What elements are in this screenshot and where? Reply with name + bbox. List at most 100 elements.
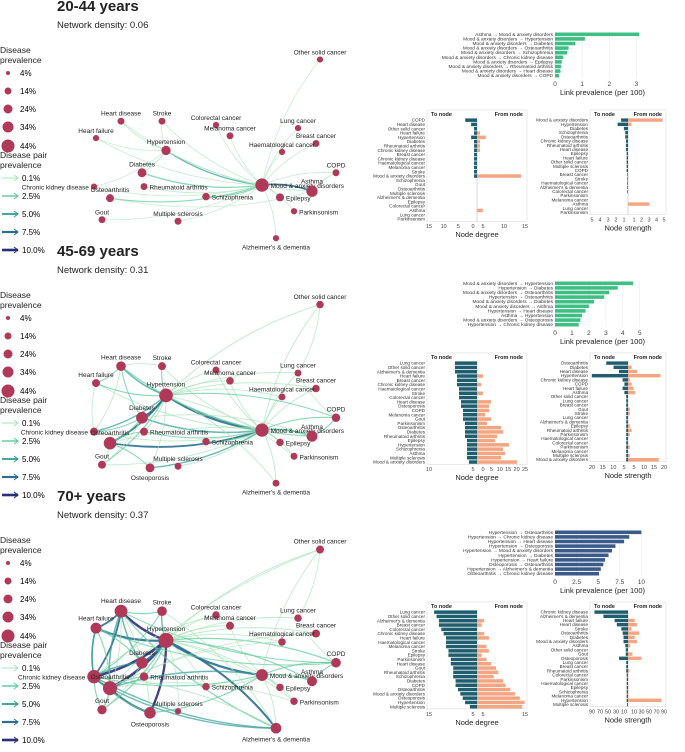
network-node [278, 638, 286, 646]
to-node-bar [455, 361, 477, 365]
network-node [99, 216, 106, 223]
to-node-bar [627, 686, 628, 689]
tick-label: 1 [570, 330, 574, 337]
legend-label: 0.1% [22, 664, 40, 673]
network-node [333, 169, 340, 176]
to-node-bar [626, 416, 628, 419]
link-bar [555, 33, 639, 37]
network-node-label: Osteoarthritis [91, 430, 130, 437]
to-node-bar [626, 399, 628, 402]
legend-circle [6, 71, 10, 75]
to-node-bar [455, 366, 477, 370]
to-node-bar [453, 666, 477, 670]
to-node-header: To node [431, 355, 452, 361]
to-node-bar [627, 682, 628, 685]
axis-label: Link prevalence (per 100) [560, 337, 646, 346]
from-node-bar [477, 619, 484, 623]
to-node-bar [627, 690, 628, 693]
to-node-bar [592, 374, 628, 377]
legend-label: 24% [20, 105, 36, 114]
to-node-bar [465, 426, 477, 430]
tick-label: 0 [553, 579, 557, 586]
legend-label: 7.5% [22, 718, 40, 727]
network-node-label: Chronic kidney disease [18, 675, 86, 682]
network-node [202, 438, 210, 446]
to-node-header: To node [431, 604, 452, 610]
network-node-label: Osteoporosis [131, 475, 170, 482]
link-bar [555, 65, 561, 69]
legend-label: 34% [20, 613, 36, 622]
to-node-bar [626, 648, 628, 651]
network-node [136, 412, 148, 424]
from-node-bar [628, 644, 630, 647]
to-node-bar [627, 156, 628, 159]
to-node-bar [614, 366, 628, 369]
to-node-bar [626, 139, 628, 142]
to-node-bar [615, 619, 628, 622]
from-node-bar [477, 658, 487, 662]
network-node-label: Breast cancer [296, 622, 337, 629]
to-node-bar [439, 623, 477, 627]
from-node-header: From node [634, 112, 662, 118]
network-node [93, 135, 99, 141]
network-node-label: Lung cancer [280, 607, 317, 614]
link-bar [555, 286, 618, 290]
legend-label: 14% [20, 332, 36, 341]
to-node-bar [459, 396, 477, 400]
network-density: Network density: 0.06 [57, 20, 148, 31]
tick-label: 15 [426, 224, 432, 230]
to-node-bar [446, 641, 477, 645]
axis-label: Node strength [604, 471, 651, 480]
tick-label: 90 [661, 710, 667, 716]
from-node-header: From node [495, 604, 523, 610]
tick-label: 90 [589, 710, 595, 716]
to-node-bar [459, 387, 477, 391]
network-node [291, 453, 298, 460]
network-node [159, 389, 173, 403]
legend-prevalence: 4% 14% 24% 34% 44% [0, 67, 56, 152]
link-bar [555, 56, 563, 60]
network-node [276, 439, 284, 447]
legend-label: 34% [20, 368, 36, 377]
legend-circle [5, 88, 12, 95]
to-node-bar [625, 135, 628, 138]
link-bar [555, 295, 604, 299]
from-node-bar [628, 408, 630, 411]
network-node-label: Gout [95, 454, 109, 461]
to-node-bar [625, 644, 628, 647]
link-bar [555, 60, 562, 64]
to-node-bar [469, 460, 477, 464]
to-node-bar [626, 412, 628, 415]
to-node-bar [627, 699, 628, 702]
network-node [98, 461, 106, 469]
to-node-bar [626, 424, 628, 427]
to-node-bar [441, 628, 477, 632]
network-node-label: Osteoporosis [131, 722, 170, 729]
from-node-bar [628, 652, 632, 655]
network-node-label: Rheumatoid arthritis [149, 185, 208, 192]
legend-prevalence: 4% 14% 24% 34% 44% [0, 557, 56, 642]
network-edge [121, 364, 162, 366]
tick-label: 1 [580, 81, 584, 88]
network-node [97, 705, 106, 714]
to-node-bar [625, 131, 628, 134]
to-node-bar [618, 123, 628, 126]
network-node [175, 463, 182, 470]
network-node [255, 423, 268, 436]
legend-circle [3, 122, 14, 133]
to-node-bar [465, 430, 477, 434]
bar-label: Multiple sclerosis [390, 704, 426, 709]
from-node-bar [477, 404, 489, 408]
to-node-bar [626, 661, 628, 664]
to-node-bar [626, 144, 628, 147]
to-node-bar [626, 441, 628, 444]
from-node-bar [628, 374, 661, 377]
to-node-bar [626, 669, 628, 672]
to-node-bar [619, 370, 628, 373]
to-node-bar [626, 458, 628, 461]
